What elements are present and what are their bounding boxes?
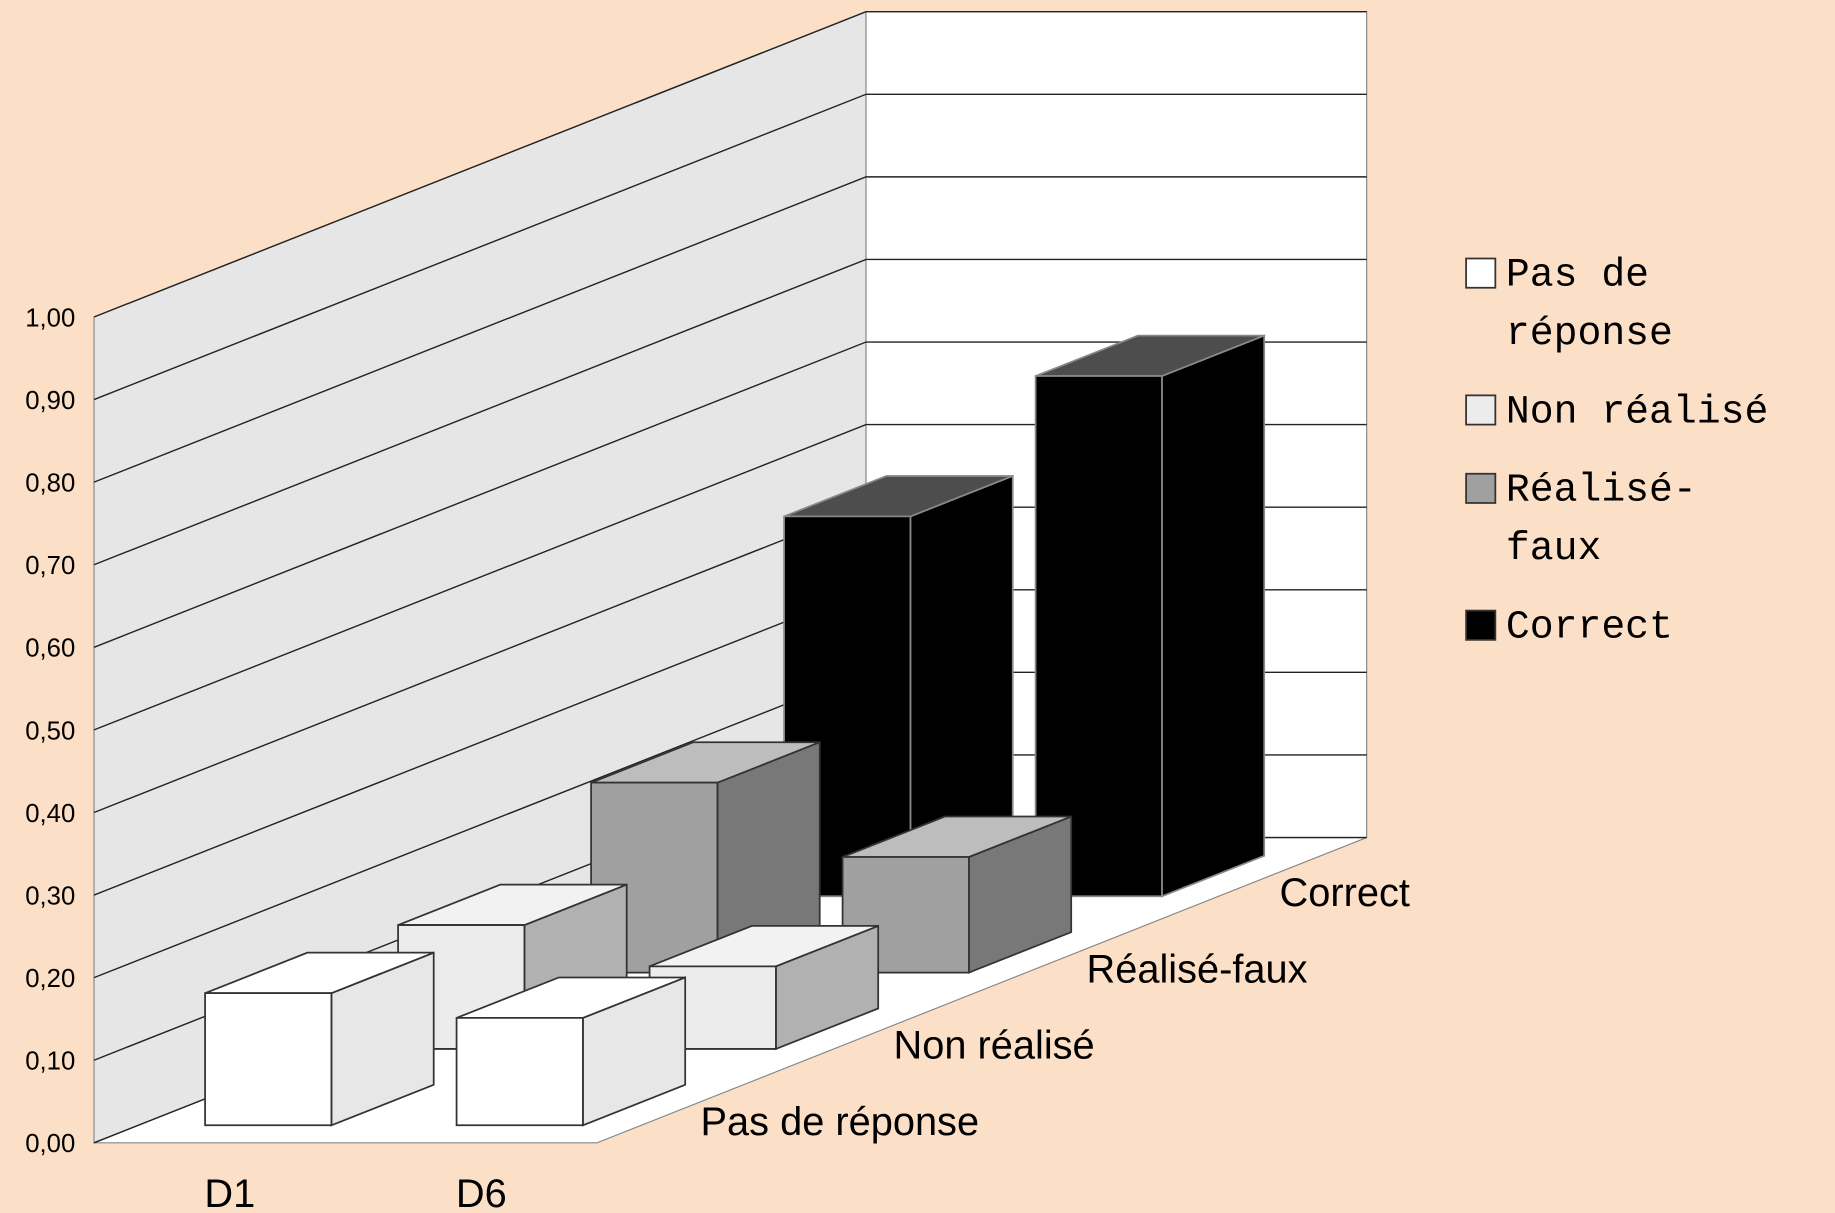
- y-tick-label: 0,60: [25, 635, 75, 663]
- y-tick-label: 0,20: [25, 965, 75, 993]
- y-tick-label: 0,10: [25, 1048, 75, 1076]
- legend-line: Pas de: [1506, 252, 1673, 297]
- legend-line: Correct: [1506, 604, 1673, 649]
- legend-line: réponse: [1506, 311, 1673, 356]
- legend-label: Non réalisé: [1506, 389, 1768, 434]
- x-tick-label: D1: [204, 1172, 255, 1213]
- y-tick-label: 1,00: [25, 304, 75, 332]
- x-tick-label: D6: [456, 1172, 507, 1213]
- y-tick-label: 0,50: [25, 717, 75, 745]
- legend-label: Correct: [1506, 604, 1673, 649]
- grid-line: [93, 93, 1367, 401]
- y-tick-label: 0,00: [25, 1130, 75, 1158]
- legend-swatch: [1465, 394, 1497, 426]
- depth-label: Réalisé-faux: [1087, 947, 1308, 991]
- legend-swatch: [1465, 257, 1497, 289]
- depth-label: Non réalisé: [894, 1024, 1095, 1068]
- legend-line: Réalisé-: [1506, 468, 1697, 513]
- grid-line: [93, 176, 1367, 483]
- legend-label: Pas de réponse: [1506, 252, 1673, 355]
- bar: [204, 992, 333, 1127]
- legend-label: Réalisé-faux: [1506, 468, 1697, 571]
- y-tick-label: 0,30: [25, 882, 75, 910]
- legend-swatch: [1465, 609, 1497, 641]
- y-tick-label: 0,90: [25, 387, 75, 415]
- legend-swatch: [1465, 472, 1497, 504]
- bar: [455, 1017, 584, 1127]
- grid-line: [93, 10, 1367, 318]
- legend-line: Non réalisé: [1506, 389, 1768, 434]
- y-tick-label: 0,70: [25, 552, 75, 580]
- depth-label: Pas de réponse: [701, 1100, 980, 1144]
- y-tick-label: 0,40: [25, 800, 75, 828]
- bar: [1034, 375, 1163, 898]
- bar-side: [1161, 334, 1266, 898]
- y-tick-label: 0,80: [25, 470, 75, 498]
- legend-line: faux: [1506, 526, 1601, 571]
- depth-label: Correct: [1280, 871, 1410, 915]
- grid-line: [93, 258, 1367, 566]
